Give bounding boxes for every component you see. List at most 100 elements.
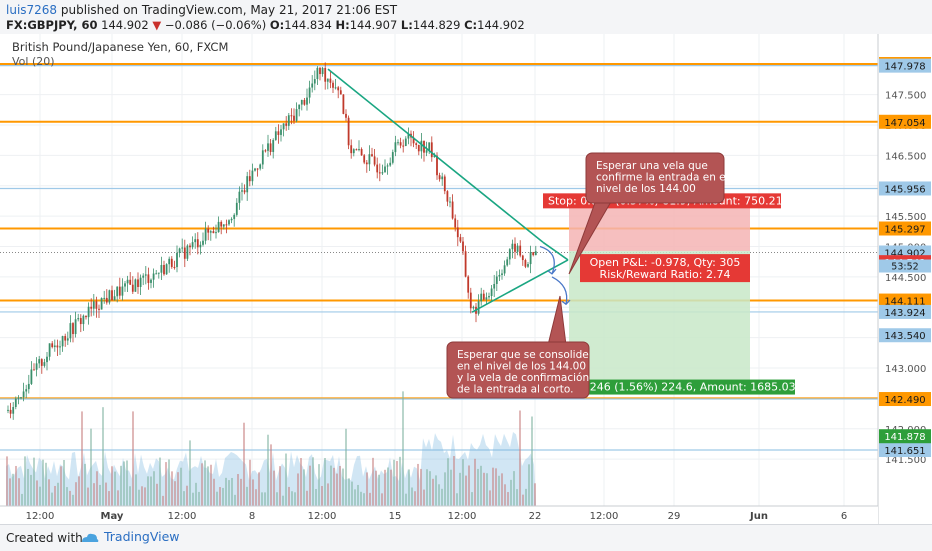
volume-bar xyxy=(282,495,284,506)
volume-bar xyxy=(498,475,500,506)
author-link[interactable]: luis7268 xyxy=(6,3,58,17)
volume-bar xyxy=(300,458,302,506)
volume-bar xyxy=(195,482,197,506)
volume-bar xyxy=(30,474,32,506)
volume-bar xyxy=(276,492,278,506)
volume-bar xyxy=(519,410,521,506)
candle-body xyxy=(264,150,267,152)
price-line-tag-label: 143.924 xyxy=(884,308,925,319)
volume-bar xyxy=(486,473,488,506)
change-value: −0.086 (−0.06%) xyxy=(164,18,267,32)
candle-body xyxy=(72,323,74,335)
volume-bar xyxy=(27,468,29,506)
volume-bar xyxy=(243,422,245,506)
candle-body xyxy=(48,343,51,357)
candle-body xyxy=(95,301,98,309)
volume-bar xyxy=(126,460,128,506)
y-tick-label: 146.500 xyxy=(885,151,926,162)
volume-bar xyxy=(273,470,275,506)
candle-body xyxy=(371,154,373,157)
volume-bar xyxy=(423,489,425,506)
candle-body xyxy=(217,221,220,233)
volume-bar xyxy=(201,463,203,506)
candle-body xyxy=(402,145,405,147)
volume-bar xyxy=(471,492,473,506)
candle-body xyxy=(87,306,90,318)
candle-body xyxy=(30,369,33,384)
volume-bar xyxy=(336,473,338,506)
volume-bar xyxy=(303,469,305,506)
candle-body xyxy=(186,245,189,259)
high-value: 144.907 xyxy=(349,18,398,32)
candle-body xyxy=(53,345,56,348)
candle-body xyxy=(139,277,142,287)
pnl-label: Open P&L: -0.978, Qty: 305 xyxy=(590,256,741,269)
candle-body xyxy=(230,218,233,221)
volume-bar xyxy=(45,462,47,506)
chart-header: luis7268 published on TradingView.com, M… xyxy=(0,0,932,35)
candle-body xyxy=(246,176,249,193)
volume-bar xyxy=(210,464,212,506)
candle-body xyxy=(282,123,285,130)
symbol-label: FX:GBPJPY, 60 xyxy=(6,18,98,32)
callout-entry-text: confirme la entrada en el xyxy=(596,172,729,184)
candle-body xyxy=(321,67,324,75)
candle-body xyxy=(319,67,321,75)
candle-body xyxy=(295,109,298,121)
candle-body xyxy=(165,264,168,275)
target-label: Target: 2.246 (1.56%) 224.6, Amount: 168… xyxy=(537,381,796,394)
candle-body xyxy=(248,176,251,182)
price-chart[interactable]: Stop: 0.819 (0.57%) 81.9, Amount: 750.21… xyxy=(0,34,932,524)
x-tick-label: May xyxy=(101,511,124,522)
candle-body xyxy=(191,242,194,248)
callout-entry-text: nivel de los 144.00 xyxy=(596,183,696,195)
volume-bar xyxy=(252,479,254,506)
volume-bar xyxy=(411,487,413,506)
y-tick-label: 147.500 xyxy=(885,91,926,102)
candle-body xyxy=(9,409,12,414)
candle-body xyxy=(428,142,431,151)
volume-bar xyxy=(477,468,479,506)
price-line-tag xyxy=(879,293,931,308)
candle-body xyxy=(394,142,397,153)
candle-body xyxy=(462,241,464,252)
volume-bar xyxy=(189,440,191,506)
candle-body xyxy=(503,265,506,274)
volume-bar xyxy=(138,489,140,506)
candle-body xyxy=(178,248,181,253)
volume-bar xyxy=(168,459,170,506)
candle-body xyxy=(238,191,241,203)
x-tick-label: 12:00 xyxy=(448,511,477,522)
price-line-tag xyxy=(879,114,931,129)
volume-bar xyxy=(393,459,395,506)
candle-body xyxy=(365,162,368,165)
volume-bar xyxy=(366,472,368,506)
volume-bar xyxy=(522,494,524,506)
x-tick-label: 12:00 xyxy=(590,511,619,522)
candle-body xyxy=(113,296,116,301)
x-tick-label: 12:00 xyxy=(26,511,55,522)
candle-body xyxy=(326,78,329,82)
target-label-box xyxy=(533,379,795,395)
volume-bar xyxy=(87,487,89,506)
candle-body xyxy=(373,156,376,165)
price-line-tag-label: 144.111 xyxy=(884,297,925,308)
candle-body xyxy=(183,247,186,259)
candle-body xyxy=(441,176,444,180)
volume-bar xyxy=(342,468,344,506)
volume-bar xyxy=(222,487,224,506)
price-line-tag-label: 141.651 xyxy=(884,446,925,457)
tradingview-logo[interactable]: TradingView xyxy=(80,529,180,545)
volume-bar xyxy=(84,463,86,506)
price-line-tag xyxy=(879,221,931,236)
candle-body xyxy=(196,239,199,248)
candle-body xyxy=(212,231,215,234)
volume-bar xyxy=(78,476,80,506)
volume-label: Vol (20) xyxy=(12,55,55,68)
volume-bar xyxy=(240,478,242,506)
chart-title: British Pound/Japanese Yen, 60, FXCM xyxy=(12,40,228,54)
down-arrow-icon: ▼ xyxy=(152,18,162,32)
volume-bar xyxy=(528,464,530,506)
y-tick-label: 141.500 xyxy=(885,455,926,466)
volume-bar xyxy=(129,486,131,506)
